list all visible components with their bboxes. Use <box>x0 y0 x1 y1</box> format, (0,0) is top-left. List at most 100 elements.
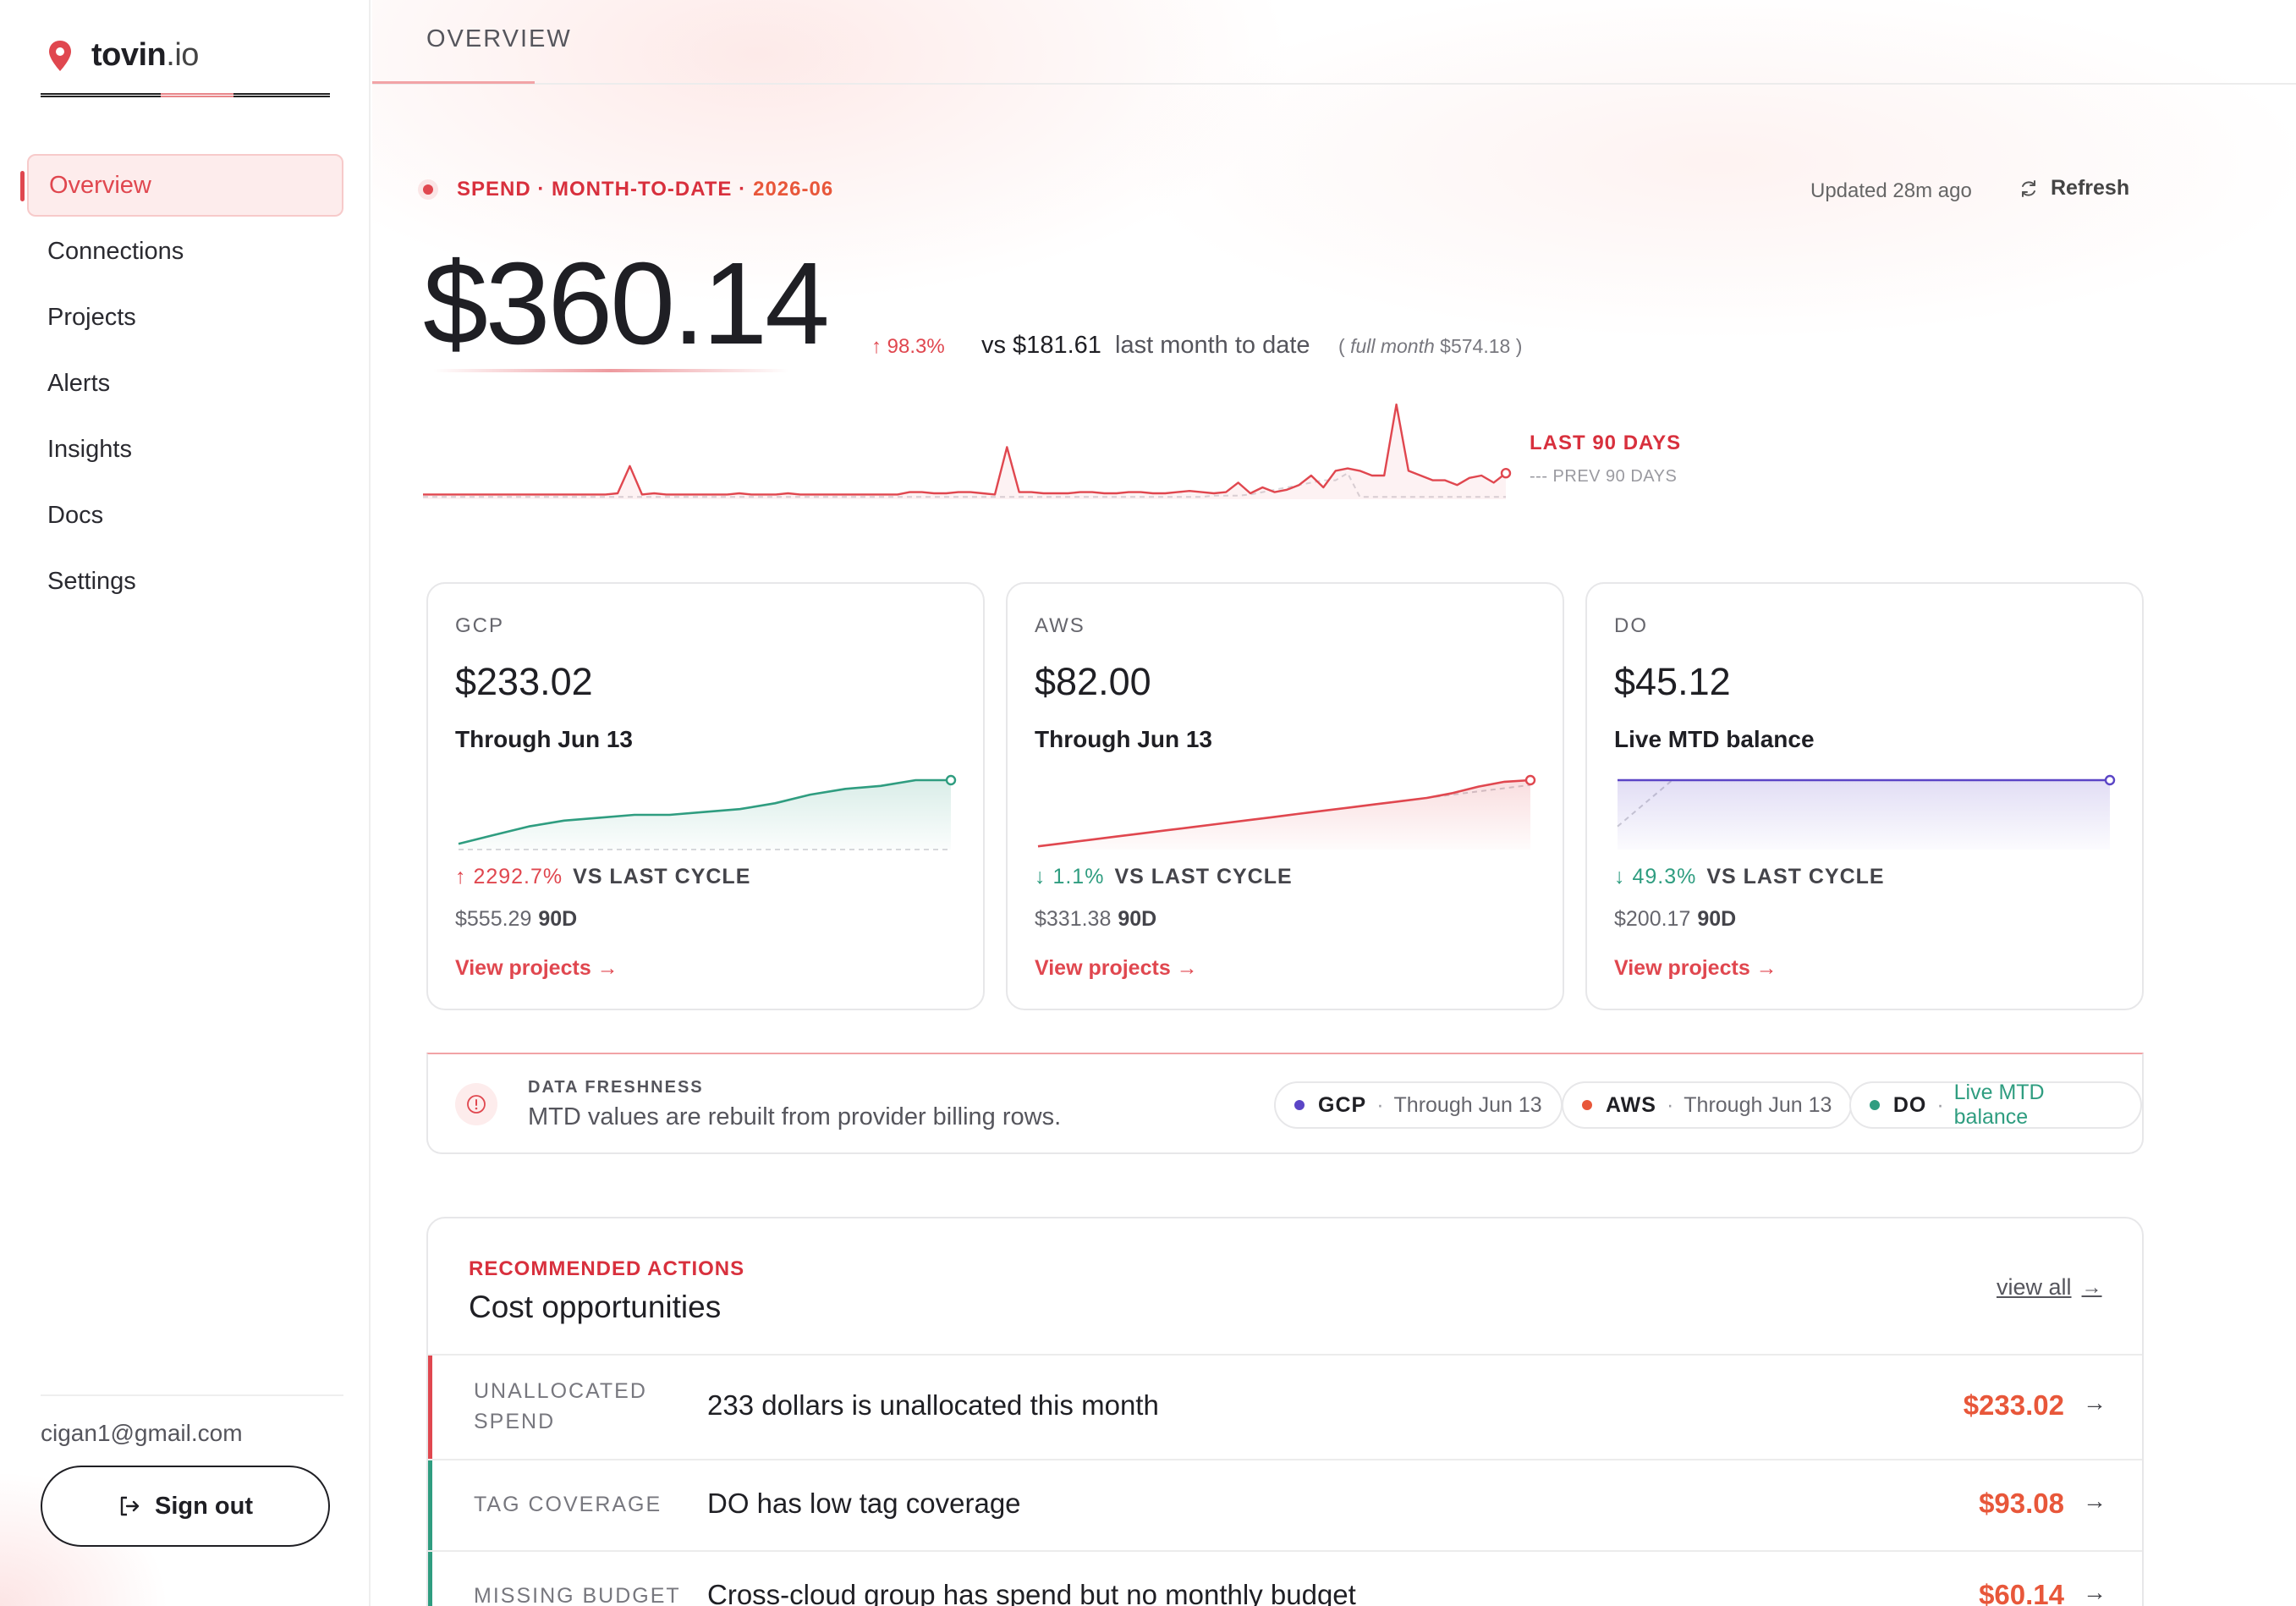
sidebar-item-label: Connections <box>47 237 184 265</box>
actions-kicker: RECOMMENDED ACTIONS <box>469 1257 745 1280</box>
view-projects-label: View projects <box>1614 956 1750 980</box>
logo[interactable]: tovin.io <box>46 37 199 74</box>
mtd-delta: ↑ 98.3% <box>871 335 945 358</box>
row-kind: MISSING BUDGET <box>474 1581 681 1606</box>
brand-name: tovin <box>91 37 167 73</box>
header-glow <box>372 0 2296 542</box>
card-90d-label: 90D <box>1697 907 1737 931</box>
row-kind-line1: UNALLOCATED <box>474 1379 647 1403</box>
card-delta-label: VS LAST CYCLE <box>573 865 751 888</box>
actions-title: Cost opportunities <box>469 1290 722 1324</box>
sparkline-line <box>458 778 951 845</box>
chip-value: Through Jun 13 <box>1393 1092 1542 1117</box>
card-amount: $233.02 <box>455 660 593 703</box>
sparkline-end-point <box>1524 774 1536 786</box>
sidebar-item-settings[interactable]: Settings <box>27 550 343 613</box>
updated-timestamp: Updated 28m ago <box>1810 179 1972 202</box>
view-projects-label: View projects <box>1035 956 1171 980</box>
arrow-right-icon: → <box>2083 1389 2106 1416</box>
view-projects-link[interactable]: View projects → <box>455 956 618 981</box>
spend-label: SPEND · MONTH-TO-DATE · <box>457 178 747 201</box>
action-row-unallocated[interactable]: UNALLOCATED SPEND 233 dollars is unalloca… <box>428 1354 2142 1459</box>
sidebar: tovin.io Overview Connections Projects A… <box>0 0 371 1606</box>
info-glyph <box>467 1095 486 1114</box>
sidebar-item-label: Alerts <box>47 369 111 397</box>
sidebar-item-insights[interactable]: Insights <box>27 418 343 481</box>
sidebar-nav: Overview Connections Projects Alerts Ins… <box>20 154 343 616</box>
card-provider: AWS <box>1035 614 1085 637</box>
trend-area <box>423 404 1506 499</box>
sparkline-area <box>459 780 951 850</box>
row-amount: $233.02 <box>1963 1389 2064 1421</box>
sign-out-button[interactable]: Sign out <box>41 1466 330 1547</box>
arrow-right-icon: → <box>2083 1488 2106 1514</box>
spend-header: SPEND · MONTH-TO-DATE · 2026-06 <box>423 178 833 201</box>
arrow-right-icon: → <box>2083 1579 2106 1605</box>
user-email: cigan1@gmail.com <box>41 1420 243 1446</box>
trend-end-point <box>1500 467 1512 479</box>
chip-separator: · <box>1936 1092 1944 1117</box>
logo-rule-accent <box>161 93 233 97</box>
row-kind-line2: SPEND <box>474 1410 556 1433</box>
data-freshness-banner: DATA FRESHNESS MTD values are rebuilt fr… <box>426 1053 2144 1154</box>
row-kind: UNALLOCATED SPEND <box>474 1376 647 1437</box>
sidebar-item-overview[interactable]: Overview <box>20 154 343 217</box>
chip-separator: · <box>1376 1092 1384 1117</box>
mtd-total: $360.14 <box>423 239 830 369</box>
chip-provider: GCP <box>1318 1092 1367 1117</box>
sidebar-item-label: Settings <box>47 567 136 595</box>
brand-tld: .io <box>166 37 199 73</box>
chip-value: Through Jun 13 <box>1684 1092 1832 1117</box>
provider-card-do: DO $45.12 Live MTD balance ↓ 49.3% VS LAS… <box>1585 582 2144 1010</box>
full-month-value: $574.18 <box>1440 335 1511 357</box>
row-kind-line1: TAG COVERAGE <box>474 1493 662 1516</box>
card-subtitle: Through Jun 13 <box>455 726 633 752</box>
logo-text: tovin.io <box>91 37 199 74</box>
sparkline-end-point <box>945 774 957 786</box>
refresh-button[interactable]: Refresh <box>2019 176 2129 201</box>
chip-value: Live MTD balance <box>1953 1081 2045 1129</box>
view-projects-link[interactable]: View projects → <box>1035 956 1198 981</box>
sparkline-end-point <box>2104 774 2116 786</box>
info-icon <box>455 1083 497 1125</box>
arrow-right-icon: → <box>596 956 618 980</box>
arrow-right-icon: → <box>1176 956 1198 980</box>
card-90d: $200.17 90D <box>1614 907 1736 932</box>
full-month-label: full month <box>1350 335 1435 357</box>
view-projects-link[interactable]: View projects → <box>1614 956 1777 981</box>
sidebar-item-docs[interactable]: Docs <box>27 484 343 547</box>
arrow-right-icon: → <box>2081 1275 2102 1299</box>
action-row-missing-budget[interactable]: MISSING BUDGET Cross-cloud group has spe… <box>428 1550 2142 1606</box>
card-90d: $331.38 90D <box>1035 907 1156 932</box>
trend-prev-line <box>423 471 1506 498</box>
card-delta: ↓ 49.3% VS LAST CYCLE <box>1614 865 1885 889</box>
status-dot-icon <box>1294 1100 1305 1110</box>
action-row-tag-coverage[interactable]: TAG COVERAGE DO has low tag coverage $93… <box>428 1459 2142 1550</box>
sign-out-icon <box>120 1496 140 1516</box>
sidebar-item-connections[interactable]: Connections <box>27 220 343 283</box>
freshness-chip-gcp: GCP · Through Jun 13 <box>1274 1081 1563 1129</box>
card-90d-label: 90D <box>1118 907 1157 931</box>
freshness-title: DATA FRESHNESS <box>528 1078 704 1097</box>
view-all-link[interactable]: view all → <box>1997 1274 2102 1301</box>
full-month: ( full month $574.18 ) <box>1338 335 1523 357</box>
row-text: Cross-cloud group has spend but no month… <box>707 1579 1356 1606</box>
map-pin-icon <box>49 40 71 71</box>
card-amount: $45.12 <box>1614 660 1731 703</box>
sidebar-item-label: Docs <box>47 501 104 529</box>
vs-amount: vs $181.61 <box>981 332 1101 359</box>
provider-card-gcp: GCP $233.02 Through Jun 13 ↑ 2292.7% VS L… <box>426 582 985 1010</box>
sidebar-item-projects[interactable]: Projects <box>27 286 343 349</box>
tab-overview[interactable]: OVERVIEW <box>426 25 572 52</box>
row-accent-bar <box>428 1552 432 1606</box>
freshness-chip-do: DO · Live MTD balance <box>1849 1081 2142 1129</box>
row-text: DO has low tag coverage <box>707 1488 1021 1519</box>
sidebar-item-label: Overview <box>49 171 151 199</box>
status-dot-icon <box>1582 1100 1592 1110</box>
sidebar-item-alerts[interactable]: Alerts <box>27 352 343 415</box>
sign-out-label: Sign out <box>155 1492 253 1520</box>
view-all-label: view all <box>1997 1274 2072 1300</box>
card-provider: GCP <box>455 614 505 637</box>
card-sparkline <box>458 774 957 850</box>
